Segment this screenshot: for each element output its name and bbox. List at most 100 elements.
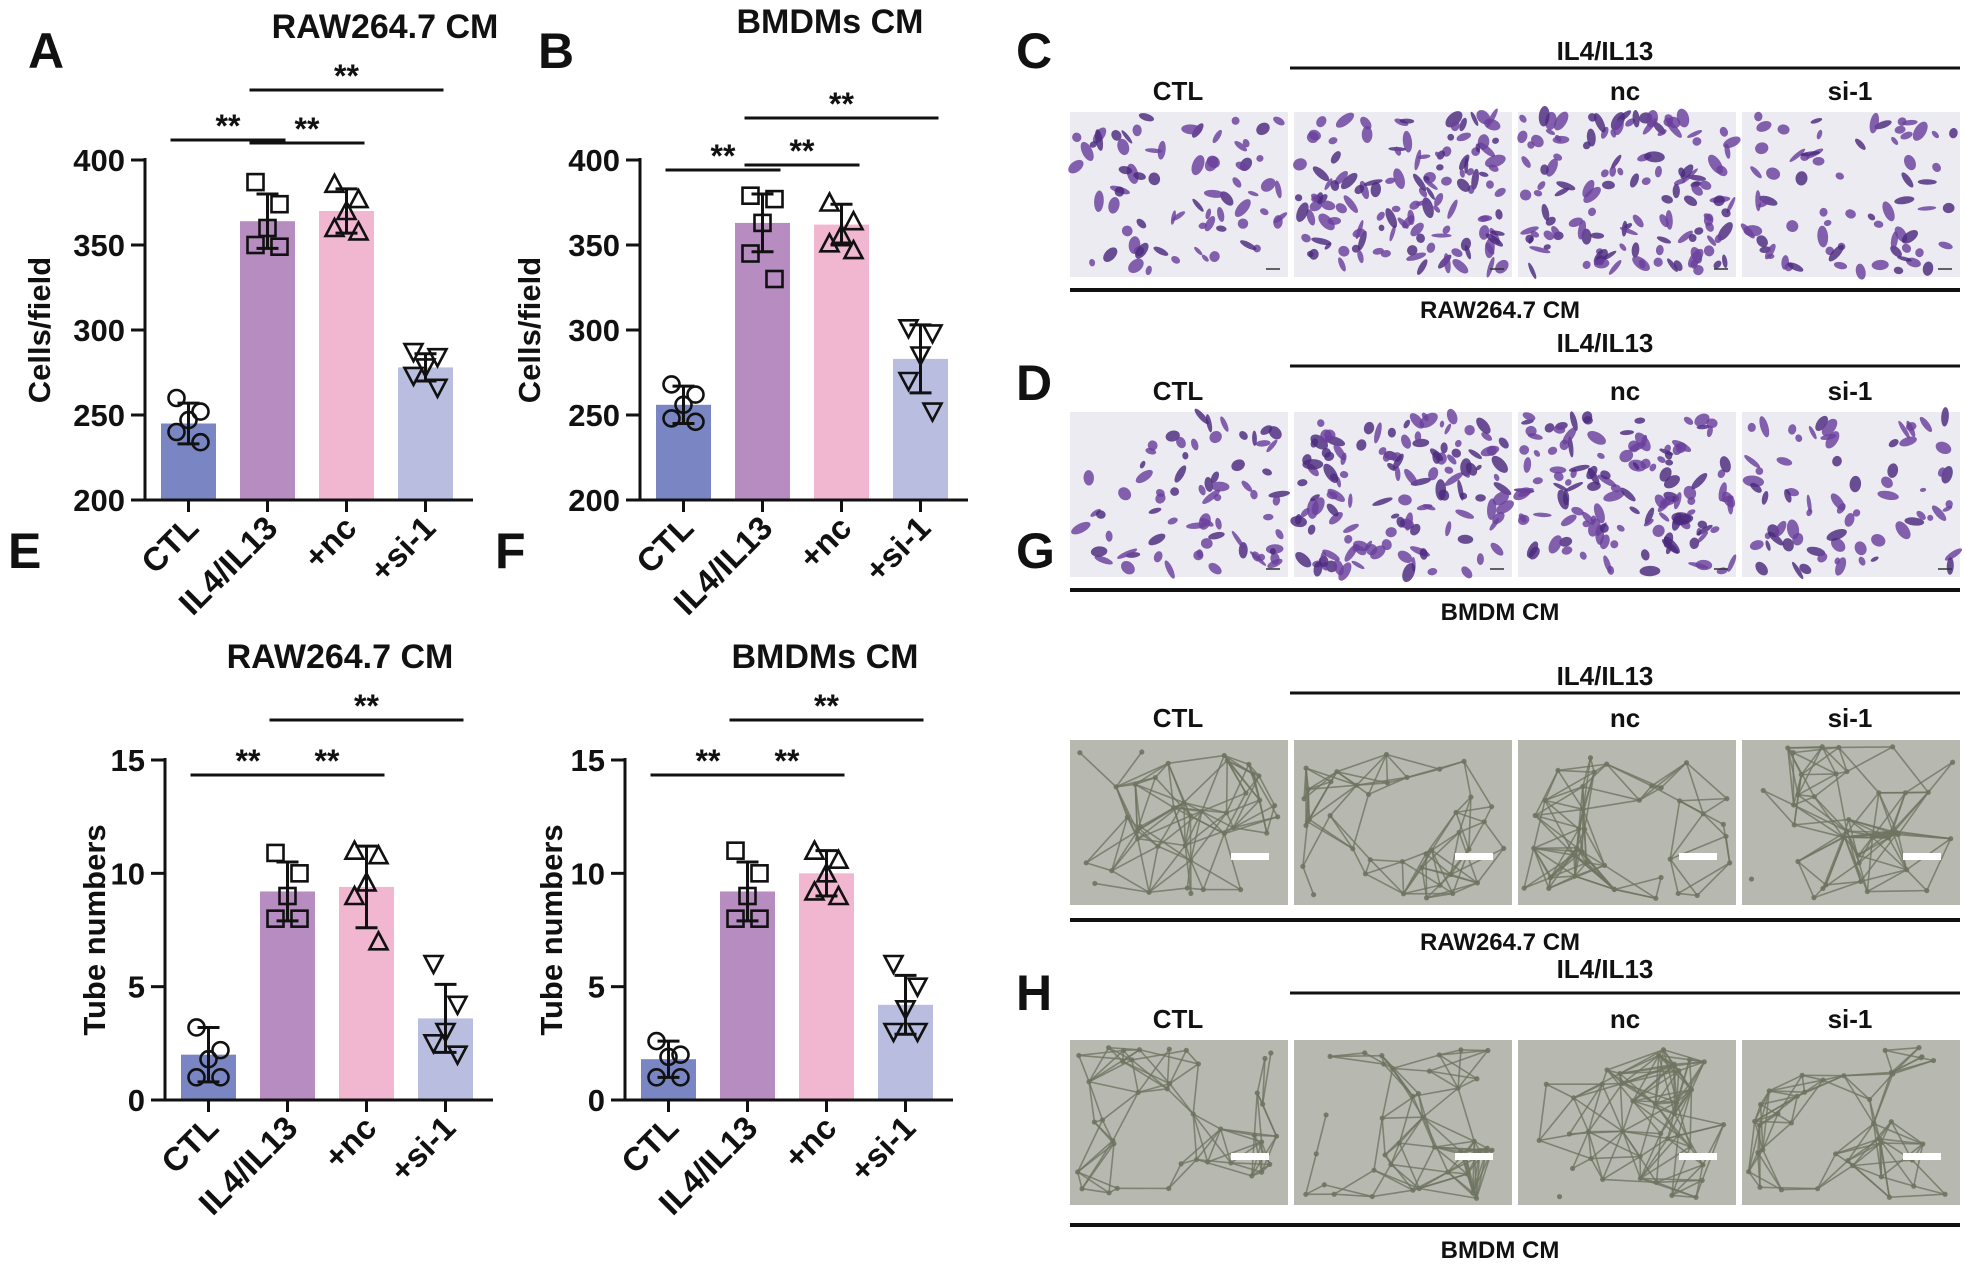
tube-node xyxy=(1472,1139,1477,1144)
tube-node xyxy=(1077,750,1082,755)
tube-node xyxy=(1437,883,1442,888)
tube-node xyxy=(1820,1077,1825,1082)
tube-node xyxy=(1676,891,1681,896)
data-point xyxy=(728,843,744,859)
tube-segment xyxy=(1801,774,1836,775)
tube-node xyxy=(1665,1136,1670,1141)
significance-label: ** xyxy=(295,111,320,147)
tube-node xyxy=(1537,1138,1542,1143)
micrograph-background xyxy=(1742,112,1960,277)
group-label: IL4/IL13 xyxy=(1557,36,1654,66)
tube-node xyxy=(1572,873,1577,878)
tube-node xyxy=(1620,1129,1625,1134)
tube-node xyxy=(1188,858,1193,863)
micrograph xyxy=(1742,407,1964,580)
tube-node xyxy=(1238,887,1243,892)
tube-node xyxy=(1079,1186,1084,1191)
y-tick-label: 10 xyxy=(111,856,145,891)
column-label: si-1 xyxy=(1828,376,1873,406)
tube-node xyxy=(1895,830,1900,835)
bar-il4-il13 xyxy=(240,221,295,500)
micrograph xyxy=(1291,107,1512,278)
tube-node xyxy=(1761,788,1766,793)
tube-node xyxy=(1802,1090,1807,1095)
tube-node xyxy=(1878,1140,1883,1145)
tube-node xyxy=(1205,1159,1210,1164)
x-tick-label: CTL xyxy=(154,1109,226,1181)
panel-caption: BMDM CM xyxy=(1441,1237,1560,1264)
tube-node xyxy=(1588,1156,1593,1161)
tube-segment xyxy=(1881,1143,1923,1144)
tube-node xyxy=(1570,1166,1575,1171)
micrograph xyxy=(1518,740,1736,905)
x-tick-label: +nc xyxy=(316,1109,383,1176)
tube-node xyxy=(1637,1154,1642,1159)
bar-chart-e: RAW264.7 CM051015CTLIL4/IL13+nc+si-1Tube… xyxy=(77,638,493,1222)
tube-node xyxy=(1533,813,1538,818)
tube-node xyxy=(1637,798,1642,803)
data-point xyxy=(169,390,185,406)
tube-node xyxy=(1693,1195,1698,1200)
tube-node xyxy=(1136,1090,1141,1095)
tube-node xyxy=(1815,1186,1820,1191)
tube-node xyxy=(1656,1053,1661,1058)
tube-node xyxy=(1916,1045,1921,1050)
scale-bar xyxy=(1903,853,1941,860)
tube-segment xyxy=(1839,747,1893,748)
tube-node xyxy=(1300,864,1305,869)
tube-node xyxy=(1567,1131,1572,1136)
tube-node xyxy=(1836,745,1841,750)
x-tick-label: +nc xyxy=(296,509,363,576)
tube-node xyxy=(1100,1117,1105,1122)
bar--nc xyxy=(319,211,374,500)
tube-node xyxy=(1390,1066,1395,1071)
tube-segment xyxy=(1227,761,1228,813)
stained-cell xyxy=(1388,428,1396,438)
tube-node xyxy=(1194,1157,1199,1162)
tube-node xyxy=(1231,825,1236,830)
tube-node xyxy=(1400,859,1405,864)
tube-node xyxy=(1858,879,1863,884)
tube-node xyxy=(1489,1148,1494,1153)
tube-node xyxy=(1867,1097,1872,1102)
tube-node xyxy=(1870,835,1875,840)
tube-node xyxy=(1850,1163,1855,1168)
micrograph xyxy=(1518,1040,1736,1205)
tube-node xyxy=(1092,881,1097,886)
tube-node xyxy=(1811,895,1816,900)
tube-node xyxy=(1611,886,1616,891)
tube-node xyxy=(1820,744,1825,749)
tube-node xyxy=(1482,819,1487,824)
tube-node xyxy=(1324,1112,1329,1117)
tube-node xyxy=(1779,1187,1784,1192)
tube-node xyxy=(1749,876,1754,881)
tube-node xyxy=(1106,1045,1111,1050)
tube-node xyxy=(1620,1081,1625,1086)
bar--nc xyxy=(814,225,869,500)
bar-chart-b: BMDMs CM200250300350400CTLIL4/IL13+nc+si… xyxy=(512,3,968,622)
tube-node xyxy=(1887,1195,1892,1200)
panel-letter-c: C xyxy=(1016,23,1052,79)
tube-node xyxy=(1638,1176,1643,1181)
tube-node xyxy=(1468,794,1473,799)
tube-node xyxy=(1475,880,1480,885)
tube-node xyxy=(1501,846,1506,851)
tube-node xyxy=(1531,846,1536,851)
micrograph xyxy=(1742,1040,1960,1205)
data-point xyxy=(292,865,308,881)
y-axis-label: Cells/field xyxy=(512,257,547,403)
x-tick-label: +nc xyxy=(791,509,858,576)
tube-node xyxy=(1370,1194,1375,1199)
micrograph xyxy=(1070,1040,1288,1205)
tube-node xyxy=(1466,847,1471,852)
y-axis-label: Tube numbers xyxy=(77,824,112,1035)
tube-node xyxy=(1303,766,1308,771)
tube-node xyxy=(1139,749,1144,754)
tube-node xyxy=(1555,768,1560,773)
panel-letter-h: H xyxy=(1016,965,1052,1021)
tube-node xyxy=(1092,1119,1097,1124)
tube-segment xyxy=(1308,789,1309,821)
tube-node xyxy=(1185,885,1190,890)
